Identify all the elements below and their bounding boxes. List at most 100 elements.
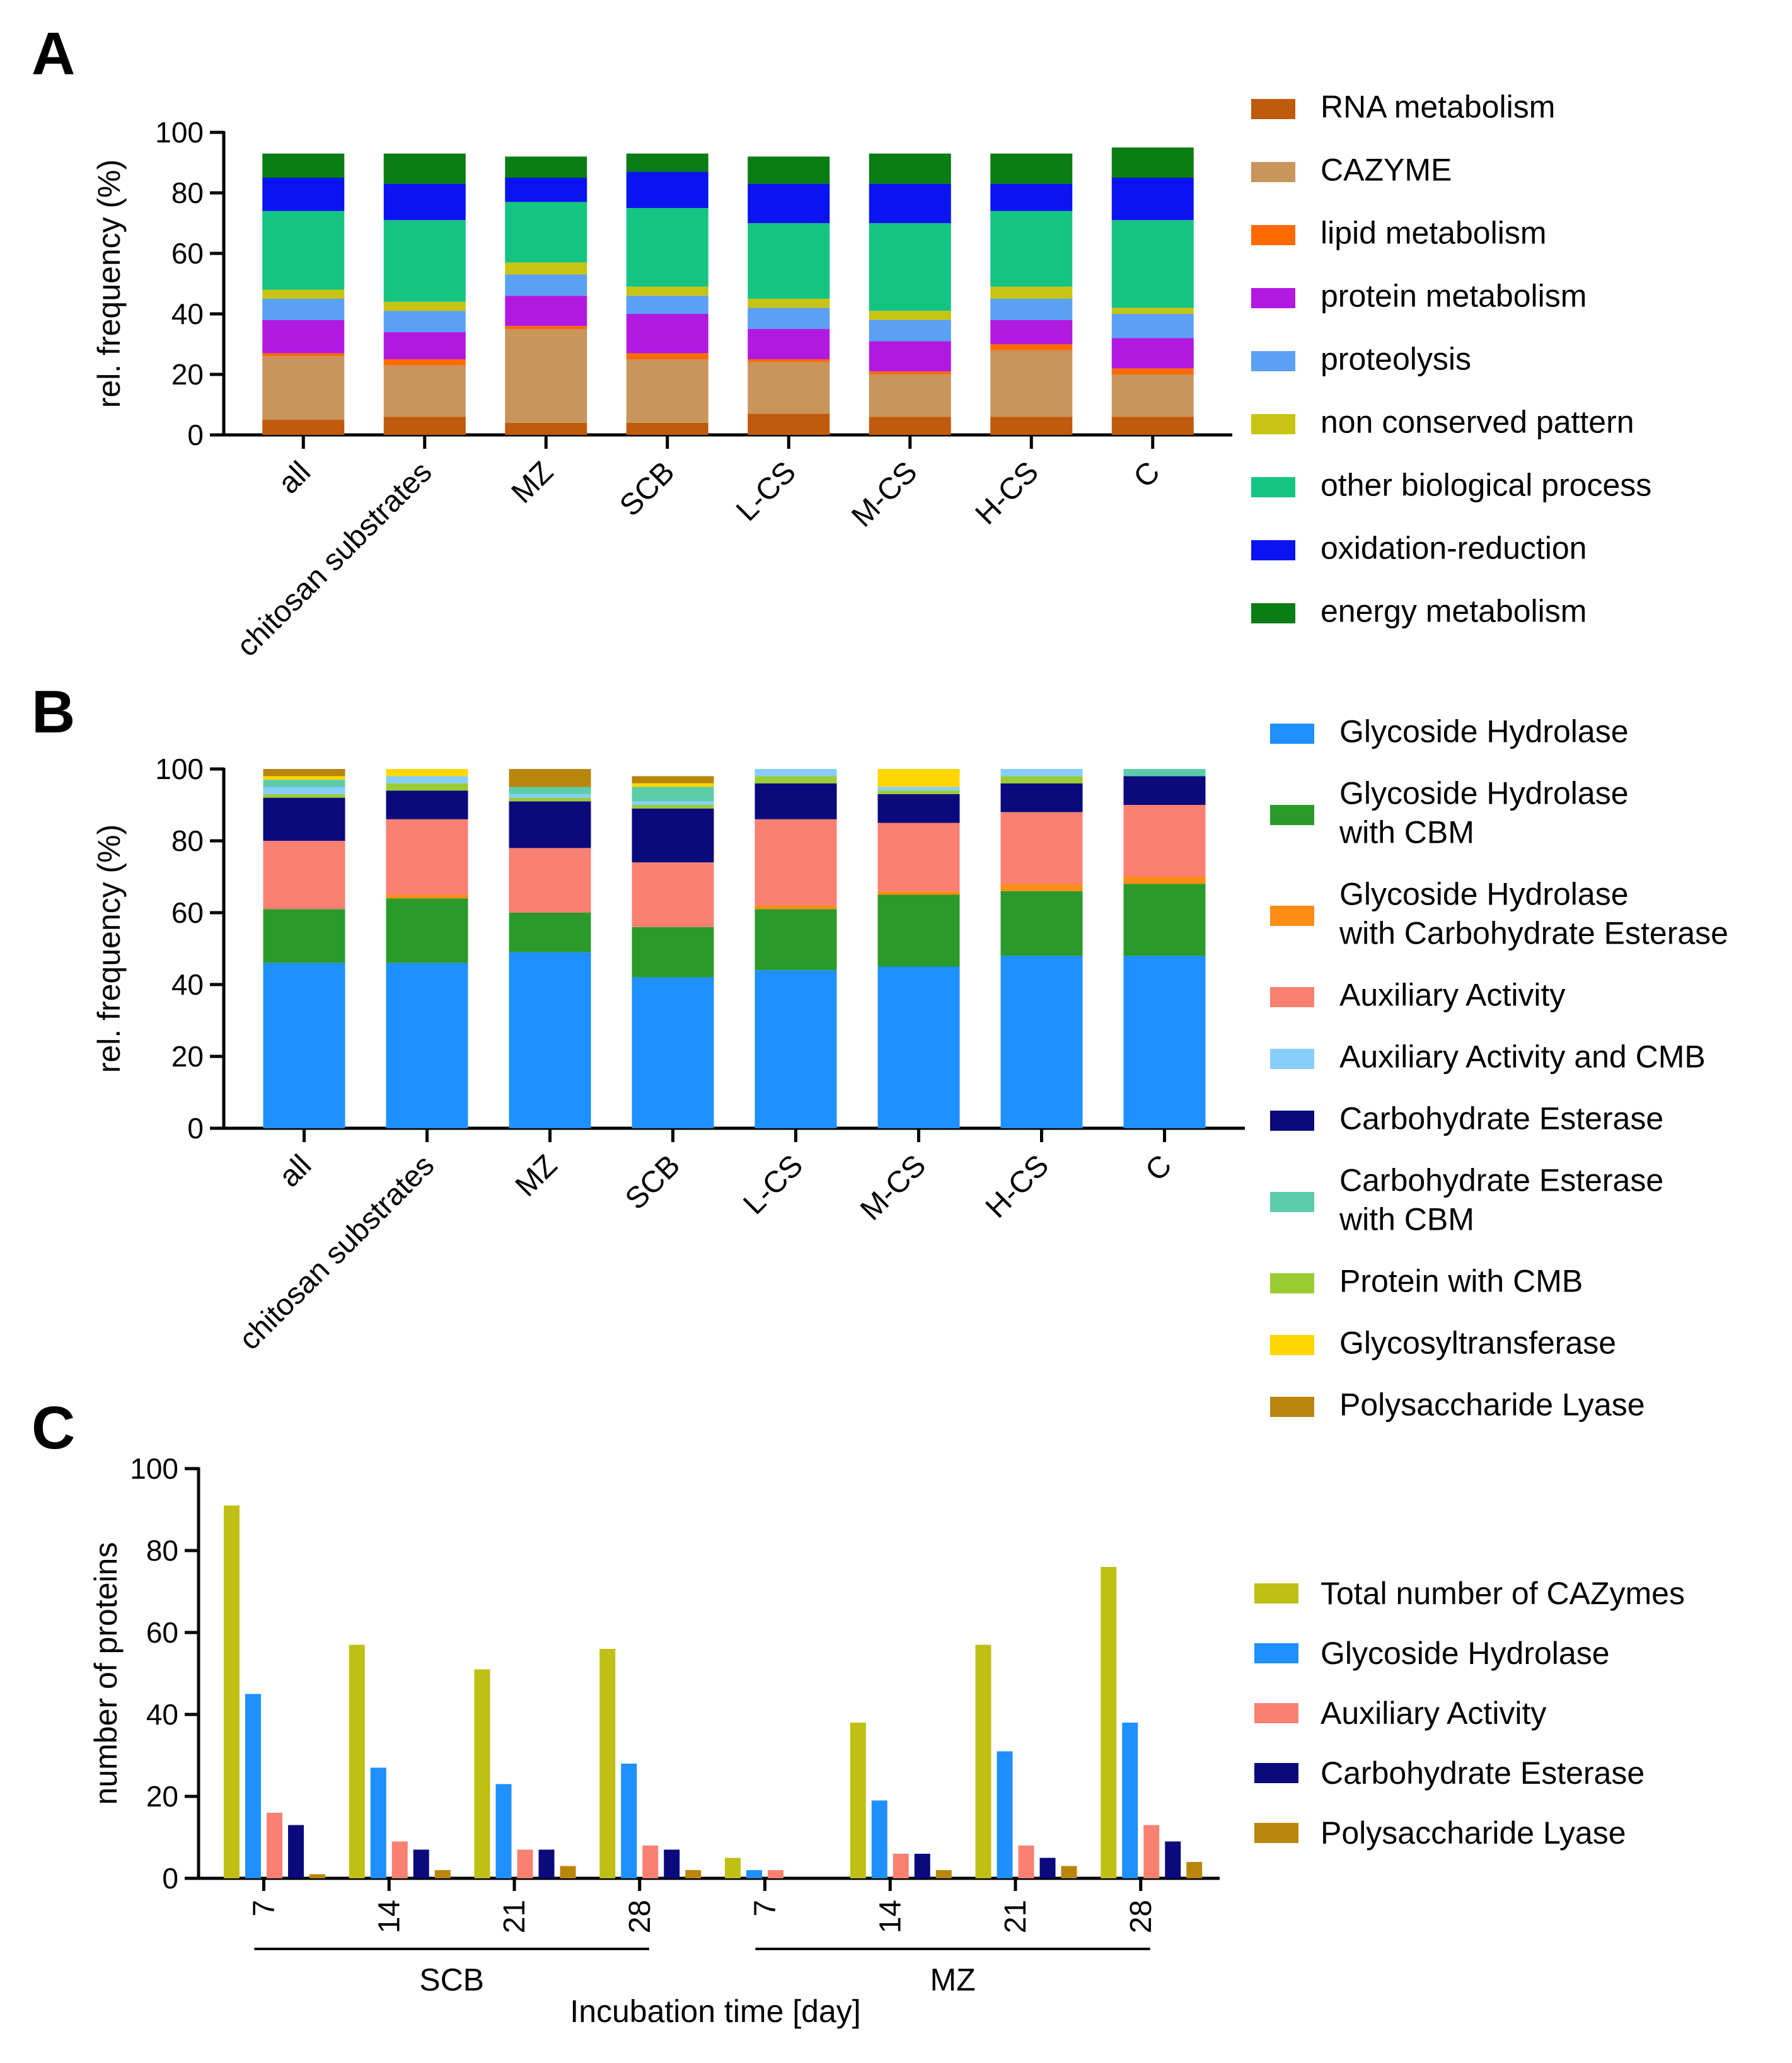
legend-label: Auxiliary Activity <box>1321 1696 1546 1731</box>
bar-total-number-of-cazymes <box>599 1649 616 1878</box>
bar-segment-auxiliary-activity <box>1123 805 1206 877</box>
bar-segment-lipid-metabolism <box>1111 368 1194 374</box>
legend-label: Polysaccharide Lyase <box>1321 1815 1626 1851</box>
bar-segment-auxiliary-activity-and-cmb-top- <box>754 769 837 777</box>
x-axis-title: Incubation time [day] <box>570 1994 860 2029</box>
legend-label: protein metabolism <box>1321 279 1587 314</box>
bar-segment-oxidation-reduction <box>1111 178 1194 221</box>
legend-label: Protein with CMB <box>1339 1264 1583 1299</box>
legend-swatch <box>1251 603 1295 623</box>
bar-carbohydrate-esterase <box>413 1849 429 1878</box>
bar-total-number-of-cazymes <box>1101 1567 1117 1878</box>
y-tick-label: 20 <box>171 358 204 391</box>
bar-segment-glycoside-hydrolase-with-carbohydrate-esterase <box>754 905 837 910</box>
bar-carbohydrate-esterase <box>1039 1858 1056 1878</box>
bar-segment-glycoside-hydrolase <box>509 952 591 1128</box>
bar-segment-protein-metabolism <box>869 341 951 372</box>
bar-auxiliary-activity <box>642 1846 659 1878</box>
bar-segment-other-biological-process <box>748 223 830 299</box>
bar-total-number-of-cazymes <box>850 1723 866 1878</box>
bar-segment-auxiliary-activity <box>386 819 468 895</box>
x-category-label: C <box>1128 455 1167 494</box>
bar-segment-glycosyltransferase <box>263 776 345 780</box>
chart-b: 0 20 40 60 80 100 rel. frequency (%) allchitosa… <box>91 714 1728 1423</box>
bar-segment-oxidation-reduction <box>748 183 830 223</box>
bar-segment-oxidation-reduction <box>869 183 951 223</box>
y-tick-label: 80 <box>146 1534 178 1567</box>
bar-carbohydrate-esterase <box>914 1854 930 1878</box>
bar-segment-other-biological-process <box>1111 220 1194 308</box>
legend-swatch <box>1251 477 1295 497</box>
bar-segment-glycoside-hydrolase-with-cbm <box>1000 891 1083 956</box>
bar-segment-proteolysis <box>626 296 708 314</box>
y-tick-label: 40 <box>171 968 204 1001</box>
bar-segment-cazyme <box>748 362 830 414</box>
y-tick-label: 100 <box>130 1452 178 1485</box>
bar-polysaccharide-lyase <box>685 1870 702 1878</box>
bar-auxiliary-activity <box>517 1849 533 1878</box>
bar-segment-carbohydrate-esterase-with-cbm-top- <box>263 780 345 787</box>
y-axis-title: rel. frequency (%) <box>91 159 127 408</box>
y-tick-label: 40 <box>171 298 204 330</box>
y-tick-label: 100 <box>155 753 204 785</box>
bar-segment-carbohydrate-esterase <box>386 790 468 819</box>
y-tick-label: 60 <box>171 896 204 929</box>
bar-segment-cazyme <box>869 374 951 417</box>
x-category-label: 28 <box>1124 1900 1158 1933</box>
bar-segment-energy-metabolism <box>262 153 345 178</box>
legend-swatch <box>1251 162 1295 182</box>
legend-label: Glycoside Hydrolase <box>1339 776 1629 811</box>
bar-segment-non-conserved-pattern <box>869 311 951 320</box>
bar-segment-proteolysis <box>262 299 345 320</box>
bar-segment-oxidation-reduction <box>262 178 345 211</box>
bar-total-number-of-cazymes <box>224 1505 240 1878</box>
y-tick-label: 0 <box>187 419 204 451</box>
y-tick-label: 80 <box>171 176 204 209</box>
legend-swatch <box>1251 351 1295 371</box>
legend-label: Carbohydrate Esterase <box>1339 1163 1663 1198</box>
bar-polysaccharide-lyase <box>1061 1866 1077 1878</box>
x-category-label: all <box>273 1148 318 1193</box>
group-label: SCB <box>419 1962 484 1997</box>
bar-segment-other-biological-process <box>262 211 345 290</box>
x-category-label: 21 <box>999 1900 1032 1933</box>
bar-segment-non-conserved-pattern <box>626 286 708 296</box>
y-tick-label: 0 <box>162 1862 178 1895</box>
bar-segment-auxiliary-activity-and-cmb-top- <box>1000 769 1083 777</box>
bar-segment-rna-metabolism <box>990 417 1073 435</box>
x-category-label: 14 <box>373 1900 406 1933</box>
bar-segment-carbohydrate-esterase <box>1000 783 1083 812</box>
bar-polysaccharide-lyase <box>309 1874 325 1878</box>
bar-segment-protein-metabolism <box>262 320 345 354</box>
bar-segment-glycoside-hydrolase <box>632 977 714 1128</box>
bar-segment-auxiliary-activity <box>1000 812 1083 884</box>
bar-segment-protein-with-cmb <box>509 797 591 802</box>
bar-segment-glycoside-hydrolase-with-cbm <box>1123 884 1206 956</box>
bar-segment-auxiliary-activity-and-cmb-top- <box>509 794 591 798</box>
bar-segment-energy-metabolism <box>626 153 708 172</box>
bar-segment-protein-with-cmb <box>877 790 960 794</box>
bar-glycoside-hydrolase <box>871 1800 887 1878</box>
y-axis-title: number of proteins <box>88 1542 124 1805</box>
legend-label: Glycoside Hydrolase <box>1321 1636 1610 1671</box>
bar-segment-glycosyltransferase <box>877 769 960 787</box>
bar-segment-oxidation-reduction <box>626 171 708 208</box>
x-category-label: L-CS <box>737 1148 809 1221</box>
bar-glycoside-hydrolase <box>621 1764 637 1878</box>
legend-label: energy metabolism <box>1321 594 1587 629</box>
legend-label: RNA metabolism <box>1321 90 1555 125</box>
legend-swatch <box>1254 1703 1298 1723</box>
x-category-label: C <box>1139 1148 1178 1188</box>
legend-label: other biological process <box>1321 468 1651 503</box>
bar-segment-other-biological-process <box>383 220 466 302</box>
bar-segment-glycoside-hydrolase-with-carbohydrate-esterase <box>1000 884 1083 891</box>
bar-segment-glycoside-hydrolase-with-carbohydrate-esterase <box>877 891 960 895</box>
bar-segment-glycoside-hydrolase-with-cbm <box>877 894 960 967</box>
bar-segment-cazyme <box>1111 374 1194 417</box>
bar-segment-protein-with-cmb <box>263 794 345 798</box>
x-category-label: 21 <box>498 1900 531 1933</box>
bar-segment-rna-metabolism <box>748 413 830 435</box>
legend-swatch <box>1251 540 1295 560</box>
legend-swatch <box>1270 987 1314 1007</box>
bar-segment-rna-metabolism <box>383 417 466 435</box>
